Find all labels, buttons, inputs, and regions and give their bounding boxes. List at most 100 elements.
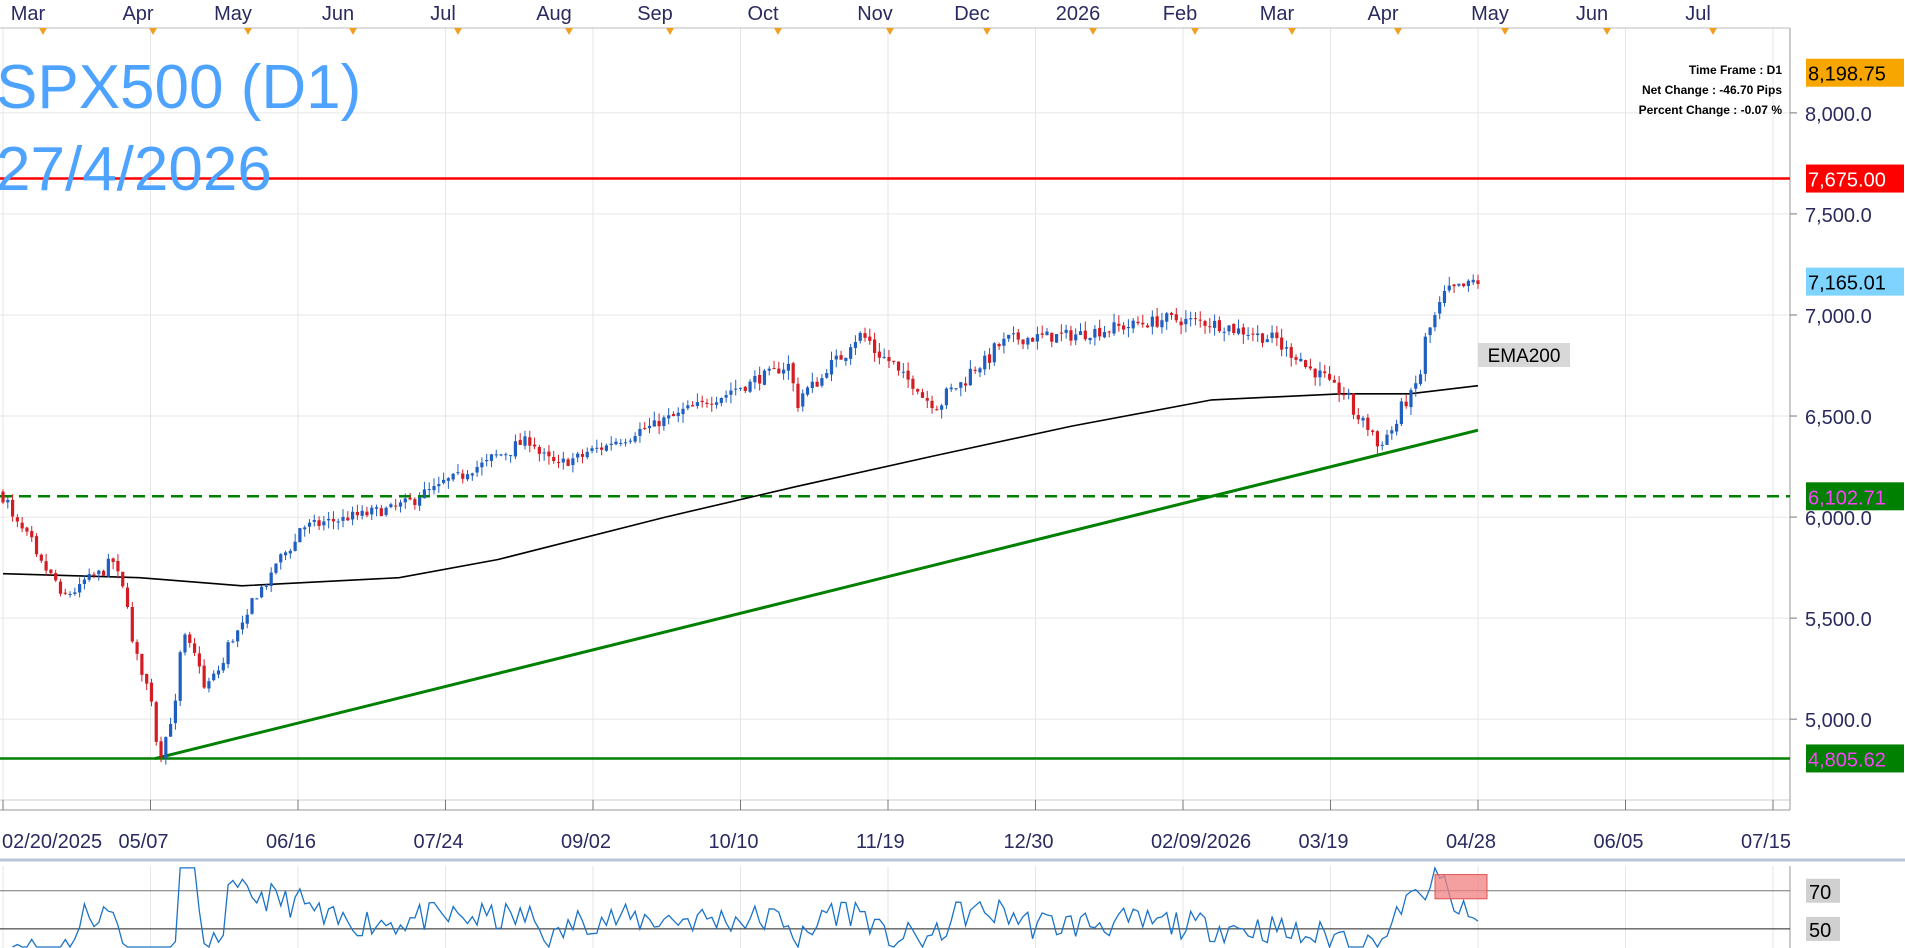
candle[interactable] [1126,319,1131,338]
candle[interactable] [911,375,915,396]
candle[interactable] [681,402,685,423]
candle[interactable] [585,447,589,460]
candle[interactable] [1174,308,1178,323]
candle[interactable] [1433,312,1437,332]
candle[interactable] [394,498,398,511]
candle[interactable] [121,571,125,589]
candle[interactable] [1342,386,1346,400]
candle[interactable] [192,638,197,656]
candle[interactable] [279,553,283,570]
candle[interactable] [556,454,561,469]
candle[interactable] [202,659,206,690]
candle[interactable] [537,444,541,462]
candle[interactable] [853,335,858,356]
candle[interactable] [844,357,848,366]
candle[interactable] [250,597,254,615]
candle[interactable] [1088,337,1092,345]
candle[interactable] [1069,325,1073,346]
candle[interactable] [1327,366,1332,382]
candle[interactable] [1471,274,1475,285]
candle[interactable] [1026,336,1030,350]
candle[interactable] [1418,369,1423,386]
candle[interactable] [782,362,786,380]
candle[interactable] [920,388,925,398]
candle[interactable] [140,653,144,682]
candle[interactable] [1112,313,1116,336]
candle[interactable] [39,553,43,564]
candle[interactable] [1332,375,1336,383]
candle[interactable] [829,351,834,382]
candle[interactable] [1246,327,1250,340]
candle[interactable] [125,582,130,609]
candle[interactable] [1284,340,1289,357]
candle[interactable] [480,457,484,476]
candle[interactable] [44,553,48,575]
candle[interactable] [1442,285,1447,307]
candle[interactable] [1476,274,1480,289]
candle[interactable] [571,453,575,473]
candle[interactable] [1208,318,1212,334]
candle[interactable] [1466,279,1471,292]
candle[interactable] [1423,333,1427,382]
candle[interactable] [815,377,819,387]
candle[interactable] [1155,307,1159,329]
candle[interactable] [1390,426,1394,440]
candle[interactable] [959,381,963,397]
candle[interactable] [1371,429,1375,436]
candle[interactable] [628,438,632,444]
candle[interactable] [49,569,53,576]
candle[interactable] [30,525,34,542]
candle[interactable] [1122,322,1126,335]
candle[interactable] [1011,326,1016,343]
candle[interactable] [6,497,10,509]
candle[interactable] [724,390,728,403]
candle[interactable] [1227,325,1231,336]
candle[interactable] [743,385,747,394]
candle[interactable] [34,533,39,557]
candle[interactable] [432,478,436,495]
candle[interactable] [906,362,910,388]
candle[interactable] [1107,330,1111,338]
candle[interactable] [1438,296,1442,320]
candle[interactable] [1074,328,1078,346]
candle[interactable] [892,360,896,365]
candle[interactable] [1366,413,1370,436]
candle[interactable] [1428,326,1432,344]
candle[interactable] [1117,315,1121,332]
candle[interactable] [197,646,201,674]
candle[interactable] [1303,359,1308,369]
candle[interactable] [1136,316,1140,326]
candle[interactable] [1452,283,1456,293]
candle[interactable] [710,396,714,412]
candle[interactable] [940,403,944,419]
candle[interactable] [1059,324,1063,342]
candle[interactable] [1040,325,1044,339]
candle[interactable] [331,511,336,530]
candle[interactable] [777,361,781,375]
candle[interactable] [1347,388,1351,400]
candle[interactable] [667,408,671,425]
candle[interactable] [1256,325,1260,342]
candle[interactable] [212,670,216,682]
price-axis[interactable]: 5,000.0 5,500.0 6,000.0 6,500.0 7,000.0 7,500… [1790,58,1904,773]
candle[interactable] [834,349,838,368]
candle[interactable] [245,609,249,629]
candle[interactable] [973,366,977,374]
candle[interactable] [427,482,431,496]
candle[interactable] [398,499,403,513]
candle[interactable] [437,476,441,493]
candle[interactable] [1318,361,1322,387]
candle[interactable] [164,736,168,765]
candle[interactable] [236,629,240,648]
candle[interactable] [1232,323,1236,336]
candle[interactable] [413,497,417,510]
candle[interactable] [216,665,221,679]
candle[interactable] [25,526,29,536]
candle[interactable] [868,328,872,345]
candle[interactable] [1031,337,1035,342]
candle[interactable] [1203,319,1207,334]
candle[interactable] [1050,332,1054,348]
candle[interactable] [576,451,580,463]
candle[interactable] [1213,314,1217,336]
candle[interactable] [1280,328,1284,357]
